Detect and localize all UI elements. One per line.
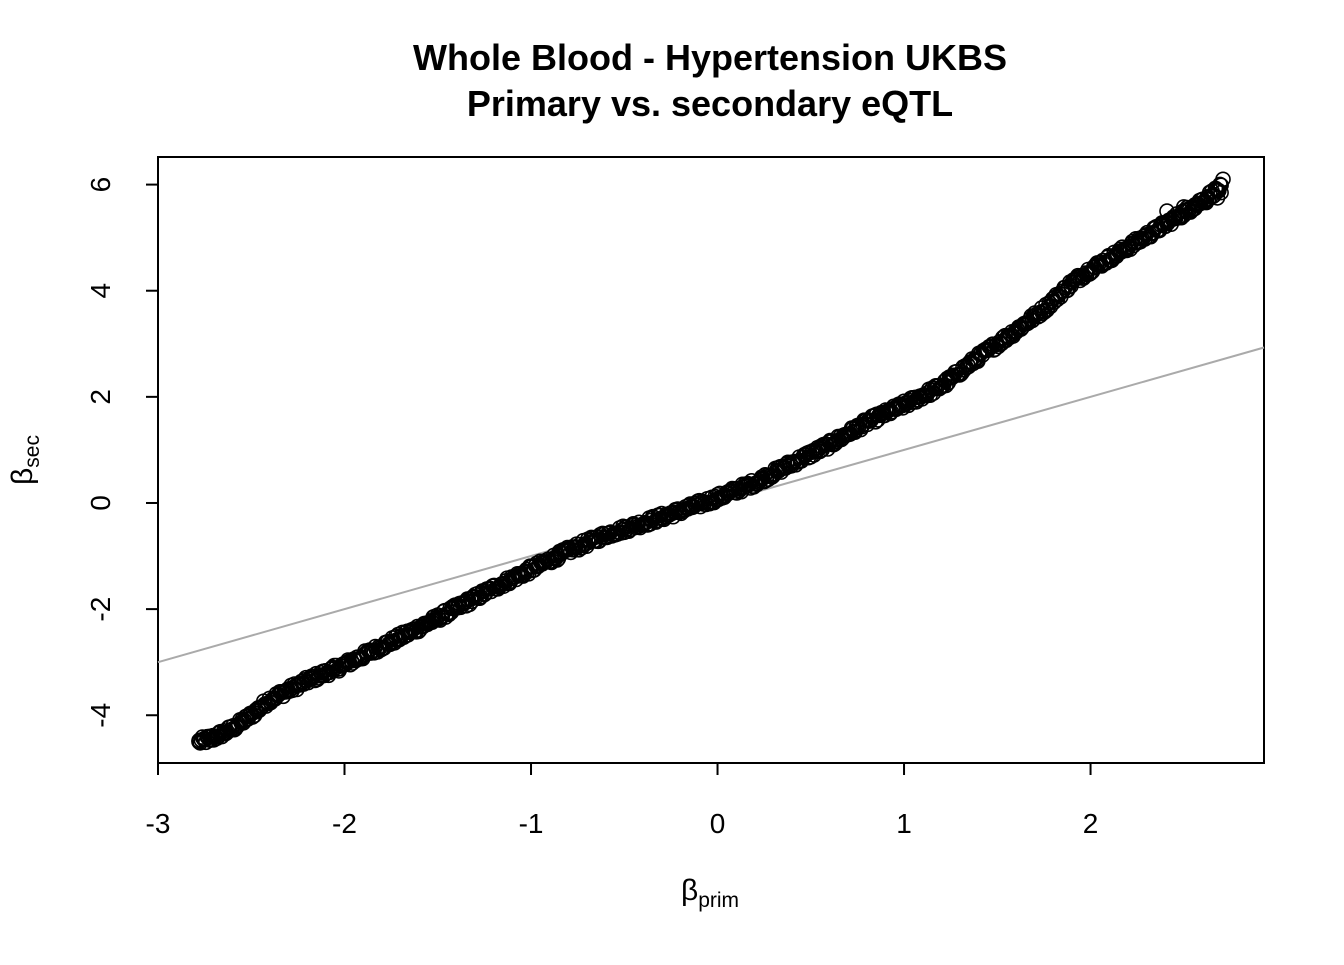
- y-tick-label: 0: [85, 495, 116, 511]
- data-point: [632, 519, 648, 536]
- data-point: [1215, 171, 1231, 188]
- x-axis: -3 -2 -1 0 1 2: [146, 762, 1099, 839]
- chart-subtitle: Primary vs. secondary eQTL: [467, 83, 953, 124]
- data-point: [217, 725, 233, 742]
- x-tick-label: 0: [710, 808, 726, 839]
- x-tick-label: -2: [332, 808, 357, 839]
- data-point: [202, 732, 218, 749]
- y-tick-label: 6: [85, 177, 116, 193]
- x-axis-title: βprim: [681, 874, 739, 912]
- y-tick-label: 4: [85, 283, 116, 299]
- x-axis-subscript: prim: [698, 889, 739, 912]
- data-point: [1176, 199, 1192, 215]
- chart-title: Whole Blood - Hypertension UKBS: [413, 37, 1007, 78]
- x-tick-label: 2: [1083, 808, 1099, 839]
- y-axis-title: βsec: [6, 435, 44, 485]
- x-tick-label: -3: [146, 808, 171, 839]
- x-axis-symbol: β: [681, 874, 698, 907]
- y-axis: -4 -2 0 2 4 6: [85, 177, 159, 728]
- x-tick-label: 1: [896, 808, 912, 839]
- data-points: [191, 171, 1231, 751]
- data-point: [209, 728, 226, 745]
- data-point: [368, 642, 385, 658]
- data-point: [191, 733, 207, 750]
- data-point: [1159, 203, 1175, 219]
- y-tick-label: -2: [85, 597, 116, 622]
- y-axis-subscript: sec: [21, 435, 44, 468]
- y-axis-symbol: β: [6, 468, 39, 485]
- data-point: [1187, 197, 1203, 213]
- y-tick-label: 2: [85, 389, 116, 405]
- x-tick-label: -1: [519, 808, 544, 839]
- y-tick-label: -4: [85, 703, 116, 728]
